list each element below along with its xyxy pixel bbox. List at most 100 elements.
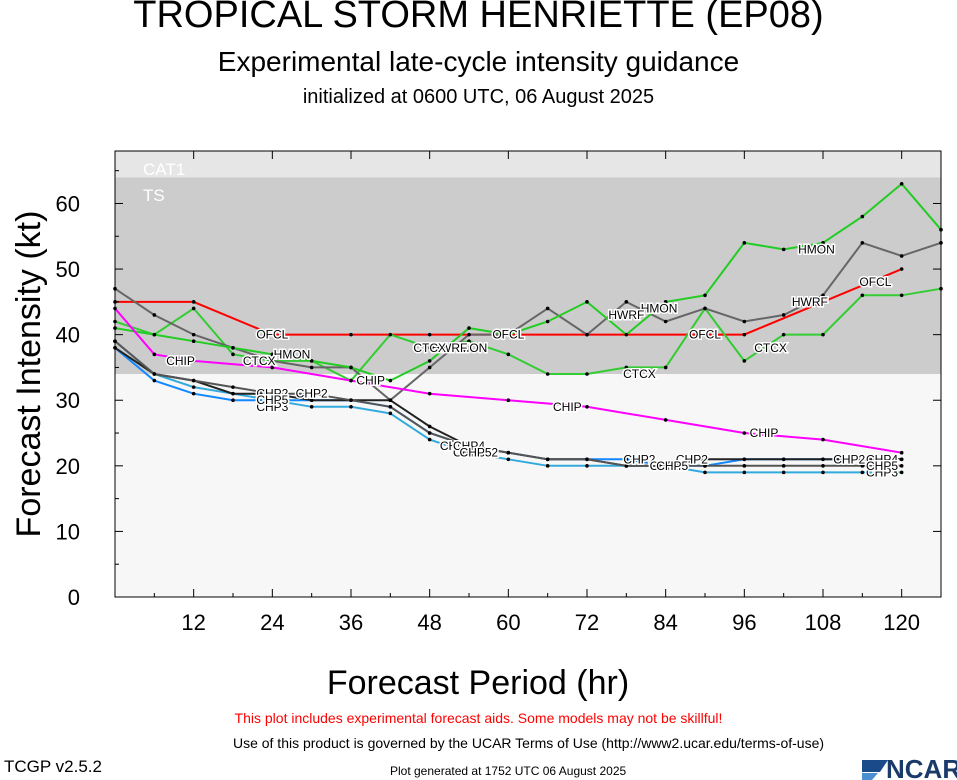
x-tick-label: 96 <box>732 610 756 635</box>
series-label-chp2: CHP2 <box>466 446 498 460</box>
data-point-chp5 <box>191 378 196 383</box>
series-label-chp4: CHP4 <box>650 459 682 473</box>
data-point-chp2 <box>624 457 629 462</box>
data-point-chip <box>821 437 825 442</box>
series-label-hwrf: HWRF <box>608 308 644 322</box>
series-line-ctcx <box>114 182 942 382</box>
data-point-chp3 <box>388 411 393 416</box>
data-point-hwrf <box>191 332 196 337</box>
data-point-chp2 <box>152 378 157 383</box>
data-point-hmon <box>663 365 668 370</box>
data-point-hmon <box>467 339 471 344</box>
data-point-chp3 <box>309 404 314 409</box>
series-label-chp4: CHP4 <box>256 393 288 407</box>
data-point-chp4 <box>742 457 747 462</box>
data-point-hwrf <box>703 306 707 311</box>
data-point-chp2 <box>231 398 235 403</box>
series-label-ofcl: OFCL <box>859 275 891 289</box>
x-tick-label: 60 <box>496 610 520 635</box>
data-point-hwrf <box>427 365 432 370</box>
data-point-chip <box>506 398 511 403</box>
data-point-chp3 <box>899 470 904 475</box>
data-point-chip <box>742 431 747 435</box>
y-tick-label: 50 <box>56 257 80 282</box>
y-tick-label: 60 <box>56 191 80 216</box>
data-point-chp5 <box>427 431 432 435</box>
series-label-chip: CHIP <box>166 354 195 368</box>
series-label-ofcl: OFCL <box>256 328 288 342</box>
data-point-hwrf <box>467 332 471 337</box>
intensity-bands: TS CAT1 <box>115 151 941 374</box>
data-point-hwrf <box>309 365 314 370</box>
data-point-ofcl <box>349 332 353 337</box>
data-point-ctcx <box>309 359 314 363</box>
plot-frame <box>114 150 942 598</box>
x-tick-label: 12 <box>181 610 205 635</box>
data-point-chp3 <box>506 457 511 462</box>
data-point-chp5 <box>742 464 747 468</box>
data-point-chp4 <box>899 457 904 462</box>
data-point-ctcx <box>781 247 786 252</box>
data-point-chp3 <box>821 470 825 475</box>
data-point-chip <box>663 418 668 422</box>
x-tick-label: 108 <box>805 610 842 635</box>
data-point-hwrf <box>545 306 550 311</box>
data-point-chp4 <box>781 457 786 462</box>
series-label-chip: CHIP <box>553 400 582 414</box>
series-label-chp5: CHP5 <box>656 459 688 473</box>
data-point-chp3 <box>781 470 786 475</box>
data-point-ctcx <box>585 300 589 304</box>
band-ts <box>115 177 941 374</box>
data-point-chp4 <box>388 398 393 403</box>
data-point-chp3 <box>742 470 747 475</box>
series-label-chip: CHIP <box>750 426 779 440</box>
data-point-ctcx <box>191 339 196 344</box>
data-point-hwrf <box>742 319 747 324</box>
ncar-logo: NCAR <box>862 754 957 780</box>
data-point-chp5 <box>860 464 865 468</box>
data-point-chp5 <box>663 464 668 468</box>
y-tick-label: 10 <box>56 519 80 544</box>
data-point-hmon <box>506 352 511 357</box>
data-point-chp5 <box>152 372 157 376</box>
data-point-hmon <box>821 332 825 337</box>
data-point-ctcx <box>231 345 235 350</box>
data-point-hwrf <box>152 313 157 317</box>
x-tick-label: 24 <box>260 610 284 635</box>
series-label-chp4: CHP4 <box>453 439 485 453</box>
data-point-chp4 <box>231 391 235 396</box>
band-label-cat1: CAT1 <box>143 160 185 179</box>
series-label-chp2: CHP2 <box>676 452 708 466</box>
data-point-hwrf <box>663 319 668 324</box>
data-point-chp3 <box>349 404 353 409</box>
series-label-hmon: HMON <box>798 242 835 256</box>
series-line-chip <box>114 307 902 454</box>
data-point-chp4 <box>309 398 314 403</box>
band-label-ts: TS <box>143 186 165 205</box>
data-point-hwrf <box>899 254 904 258</box>
series-label-chp3: CHP3 <box>866 465 898 479</box>
data-point-ctcx <box>821 241 825 245</box>
data-point-hwrf <box>860 241 865 245</box>
series-label-hmon: HMON <box>274 347 311 361</box>
data-point-ctcx <box>899 181 904 186</box>
series-label-ctcx: CTCX <box>623 367 656 381</box>
x-tick-label: 72 <box>575 610 599 635</box>
series-label-hwrf: HWRF <box>792 295 828 309</box>
data-point-ctcx <box>703 293 707 298</box>
data-point-chp5 <box>231 385 235 389</box>
data-point-chip <box>349 378 353 383</box>
data-point-chp5 <box>467 444 471 448</box>
data-point-ctcx <box>860 214 865 219</box>
x-tick-label: 84 <box>653 610 677 635</box>
data-point-hmon <box>388 332 393 337</box>
data-point-ctcx <box>663 300 668 304</box>
data-point-chp4 <box>427 424 432 429</box>
terms-text: Use of this product is governed by the U… <box>232 735 825 751</box>
data-point-chp5 <box>781 464 786 468</box>
data-point-hmon <box>860 293 865 298</box>
data-point-ctcx <box>270 352 275 357</box>
data-point-chp5 <box>349 398 353 403</box>
data-point-hmon <box>742 359 747 363</box>
